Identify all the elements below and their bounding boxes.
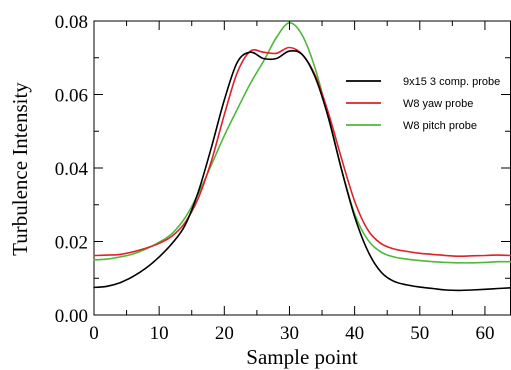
- legend-label: W8 yaw probe: [403, 98, 473, 110]
- legend-label: W8 pitch probe: [403, 120, 477, 132]
- series-line-9x15-3-comp-probe: [93, 49, 511, 292]
- x-tick-label: 0: [89, 323, 99, 344]
- plot-frame: [93, 20, 511, 316]
- x-tick-label: 20: [215, 323, 234, 344]
- y-tick-label: 0.02: [55, 233, 88, 254]
- x-tick-label: 10: [150, 323, 169, 344]
- x-tick-label: 30: [280, 323, 299, 344]
- y-tick-label: 0.06: [55, 86, 88, 107]
- x-tick-label: 50: [410, 323, 429, 344]
- series-lines: [93, 22, 511, 292]
- x-tick-label: 60: [475, 323, 494, 344]
- x-axis-title: Sample point: [246, 345, 358, 369]
- y-tick-label: 0.04: [55, 159, 89, 180]
- y-tick-label: 0.08: [55, 12, 88, 33]
- x-tick-label: 40: [345, 323, 364, 344]
- legend: 9x15 3 comp. probe W8 yaw probe W8 pitch p…: [346, 76, 500, 132]
- legend-label: 9x15 3 comp. probe: [403, 76, 500, 88]
- series-line-w8-pitch-probe: [93, 22, 511, 264]
- axis-ticks: 0 10 20 30 40 50 60 0.00 0.02 0.04 0.06 0.08: [55, 12, 510, 344]
- plot-area: [93, 20, 511, 316]
- y-axis-title: Turbulence Intensity: [8, 82, 32, 256]
- y-tick-label: 0.00: [55, 306, 88, 327]
